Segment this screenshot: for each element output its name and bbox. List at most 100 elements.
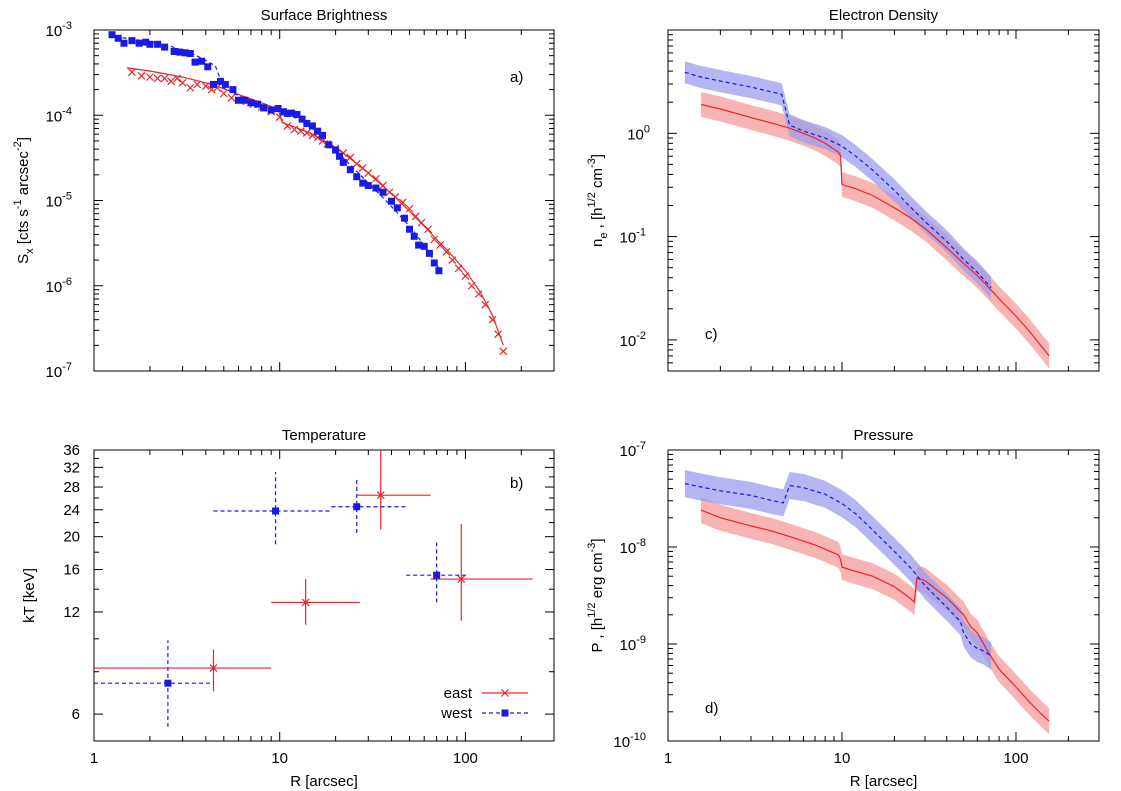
plot-frame bbox=[93, 29, 555, 372]
panel-a: Surface Brightness a) 10-7 10-6 10-5 10-4 10-3… bbox=[12, 7, 555, 381]
x-axis-label: R [arcsec] bbox=[290, 773, 358, 790]
east-data-point bbox=[442, 247, 451, 256]
west-data-point bbox=[108, 31, 116, 39]
east-data-point bbox=[201, 82, 210, 90]
y-tick-label: 10-2 bbox=[620, 330, 646, 350]
west-data-point bbox=[393, 204, 401, 212]
east-data-point bbox=[352, 159, 361, 168]
west-data-point bbox=[405, 225, 413, 233]
east-data-point bbox=[364, 169, 373, 177]
west-data-point bbox=[332, 146, 340, 154]
west-data-point bbox=[260, 104, 268, 112]
west-data-point bbox=[410, 232, 418, 240]
east-data-point bbox=[160, 74, 169, 83]
panel-d: Pressure d) 1 10 100 10-10 10-9 10-8 10-7 R [arcs… bbox=[586, 427, 1100, 790]
west-data-point bbox=[161, 43, 169, 51]
east-data-point bbox=[474, 290, 483, 298]
west-data-point bbox=[298, 115, 306, 123]
y-tick-label: 10-8 bbox=[620, 537, 646, 557]
east-data-point bbox=[301, 598, 310, 607]
y-tick-label: 10-5 bbox=[46, 191, 72, 211]
west-data-point bbox=[247, 99, 255, 107]
east-data-point bbox=[153, 74, 162, 83]
plot-area bbox=[94, 450, 533, 727]
west-data-point bbox=[401, 214, 409, 222]
east-data-point bbox=[481, 300, 490, 309]
east-data-point bbox=[346, 153, 355, 162]
east-data-point bbox=[376, 491, 385, 500]
east-data-point bbox=[227, 93, 236, 102]
y-tick-label: 100 bbox=[627, 123, 650, 143]
east-data-point bbox=[193, 80, 202, 89]
west-data-point bbox=[293, 111, 301, 119]
west-data-point bbox=[425, 249, 433, 257]
y-tick-label: 10-7 bbox=[620, 440, 646, 460]
x-axis-label: R [arcsec] bbox=[850, 773, 918, 790]
chart-title: Electron Density bbox=[829, 7, 939, 24]
y-axis-label: P , [h1/2 erg cm-3] bbox=[586, 538, 606, 652]
y-tick-label: 10-3 bbox=[46, 20, 72, 40]
west-data-point bbox=[308, 122, 316, 130]
west-data-point bbox=[288, 109, 296, 117]
west-model-line bbox=[108, 35, 440, 269]
east-data-point bbox=[127, 68, 136, 77]
west-data-point bbox=[346, 166, 354, 174]
west-data-point bbox=[388, 197, 396, 205]
west-data-point bbox=[364, 181, 372, 189]
east-data-point bbox=[186, 83, 195, 92]
east-data-point bbox=[290, 125, 299, 134]
east-error-band bbox=[701, 92, 1050, 369]
east-data-point bbox=[461, 272, 470, 280]
y-tick-label: 12 bbox=[63, 604, 80, 621]
west-data-point bbox=[435, 267, 443, 275]
chart-title: Pressure bbox=[853, 427, 913, 444]
east-data-point bbox=[454, 264, 463, 273]
west-data-point bbox=[142, 38, 150, 46]
plot-frame bbox=[93, 449, 555, 742]
west-data-point bbox=[170, 47, 178, 55]
y-tick-label: 16 bbox=[63, 562, 80, 579]
y-tick-label: 10-1 bbox=[620, 227, 646, 247]
east-data-point bbox=[411, 212, 420, 221]
east-data-point bbox=[488, 315, 497, 324]
west-data-point bbox=[204, 63, 212, 71]
y-tick-label: 10-7 bbox=[46, 361, 72, 381]
west-data-point bbox=[186, 50, 194, 58]
west-data-point bbox=[241, 96, 249, 104]
west-data-point bbox=[229, 86, 237, 94]
east-data-point bbox=[405, 204, 414, 213]
x-tick-label: 10 bbox=[271, 750, 288, 767]
plot-area bbox=[684, 470, 1050, 735]
east-data-point bbox=[209, 664, 218, 673]
west-data-point bbox=[164, 679, 172, 687]
east-data-point bbox=[499, 347, 508, 356]
y-tick-label: 20 bbox=[63, 529, 80, 546]
y-tick-label: 28 bbox=[63, 479, 80, 496]
x-tick-label: 100 bbox=[453, 750, 478, 767]
west-profile-line bbox=[684, 71, 992, 289]
panel-label: d) bbox=[705, 700, 718, 717]
x-tick-label: 1 bbox=[664, 750, 672, 767]
east-data-point bbox=[448, 256, 457, 265]
x-tick-label: 100 bbox=[1003, 750, 1028, 767]
west-error-band bbox=[684, 470, 992, 670]
west-data-point bbox=[339, 158, 347, 166]
west-data-point bbox=[272, 507, 280, 515]
y-axis-label: Sx [cts s-1 arcsec-2] bbox=[12, 137, 36, 264]
east-data-point bbox=[424, 225, 433, 234]
plot-area bbox=[684, 61, 1050, 369]
east-data-point bbox=[467, 281, 476, 290]
legend-label: west bbox=[440, 705, 473, 722]
west-data-point bbox=[433, 571, 441, 579]
y-tick-label: 10-9 bbox=[620, 634, 646, 654]
east-profile-line bbox=[700, 103, 1050, 357]
plot-area bbox=[108, 31, 508, 356]
west-data-point bbox=[318, 131, 326, 139]
west-data-point bbox=[283, 109, 291, 117]
west-data-point bbox=[420, 242, 428, 250]
y-tick-label: 10-4 bbox=[46, 105, 72, 125]
west-data-point bbox=[280, 108, 288, 116]
legend-marker-east bbox=[501, 689, 509, 697]
west-data-point bbox=[176, 48, 184, 56]
